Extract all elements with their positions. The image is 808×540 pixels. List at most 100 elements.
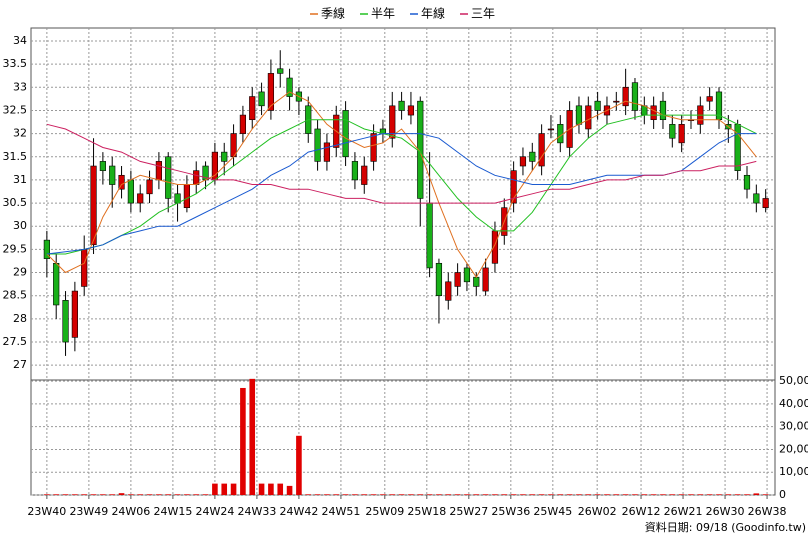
volume-bar (417, 494, 424, 495)
volume-bar (492, 494, 498, 495)
volume-bar (249, 378, 256, 495)
volume-bar (725, 494, 732, 495)
candle-body (239, 114, 247, 134)
candle-body (613, 100, 620, 103)
x-tick-label: 25W18 (407, 505, 446, 518)
y2-tick-label: 10,000 (779, 465, 808, 478)
volume-bar (286, 485, 293, 495)
x-tick-label: 26W12 (622, 505, 661, 518)
candle-body (286, 77, 293, 97)
volume-bar (240, 387, 246, 495)
volume-bar (352, 494, 358, 495)
legend-label: 季線 (321, 6, 345, 21)
candle-body (398, 100, 405, 111)
candle-body (463, 267, 471, 283)
volume-bar (576, 494, 582, 495)
candle-body (426, 202, 433, 269)
volume-bar (744, 494, 750, 495)
volume-bar (193, 494, 200, 495)
volume-bar (296, 435, 302, 495)
volume-bar (585, 494, 592, 495)
volume-bar (314, 494, 321, 495)
volume-bar (90, 494, 97, 495)
candle-body (650, 105, 657, 121)
candle-body (109, 165, 116, 185)
volume-bar (613, 494, 620, 495)
volume-bar (137, 494, 144, 495)
volume-bar (268, 483, 274, 495)
x-tick-label: 26W38 (748, 505, 787, 518)
candle-body (575, 105, 583, 125)
volume-bar (632, 494, 638, 495)
y2-tick-label: 40,000 (779, 397, 808, 410)
candle-body (762, 198, 769, 209)
volume-bar (548, 494, 554, 495)
volume-bar (473, 494, 480, 495)
legend-label: 年線 (421, 6, 445, 21)
volume-bar (622, 494, 629, 495)
ma-line (46, 133, 757, 255)
candle-body (90, 165, 97, 246)
volume-bar (53, 494, 60, 495)
volume-bar (706, 494, 713, 495)
candle-body (62, 300, 69, 343)
volume-bar (529, 494, 536, 495)
volume-bar (716, 494, 722, 495)
volume-bar (566, 494, 573, 495)
candle-body (706, 96, 713, 102)
candle-body (43, 239, 50, 259)
candle-body (351, 161, 359, 181)
y-tick-label: 29 (13, 266, 27, 279)
volume-bar (436, 494, 442, 495)
volume-bar (109, 494, 116, 495)
candle-body (678, 124, 685, 144)
candle-body (407, 105, 415, 116)
volume-bar (510, 494, 517, 495)
volume-bar (445, 494, 452, 495)
ma-line (46, 91, 757, 279)
y-tick-label: 33 (13, 80, 27, 93)
y2-tick-label: 50,000 (779, 374, 808, 387)
candle-body (734, 124, 741, 171)
volume-bar (174, 494, 181, 495)
y-tick-label: 32 (13, 127, 27, 140)
candle-body (435, 262, 443, 297)
candle-body (221, 151, 228, 162)
volume-bar (678, 494, 685, 495)
candle-body (538, 133, 545, 167)
volume-bar (604, 494, 610, 495)
y-tick-label: 32.5 (3, 103, 28, 116)
x-tick-label: 24W06 (111, 505, 150, 518)
y-tick-label: 33.5 (3, 57, 28, 70)
volume-bar (324, 494, 330, 495)
candle-body (193, 170, 200, 185)
volume-bar (482, 494, 489, 495)
x-tick-label: 24W33 (237, 505, 276, 518)
volume-bar (660, 494, 666, 495)
volume-bar (258, 483, 265, 495)
volume-bar (146, 494, 153, 495)
candle-body (594, 100, 601, 111)
x-tick-label: 26W30 (706, 505, 745, 518)
candle-body (491, 230, 499, 264)
volume-bar (501, 494, 508, 495)
candle-body (473, 276, 480, 287)
volume-bar (156, 494, 162, 495)
y2-tick-label: 20,000 (779, 442, 808, 455)
x-tick-label: 24W24 (195, 505, 234, 518)
volume-bar (688, 494, 694, 495)
volume-bar (81, 494, 88, 495)
volume-bar (333, 494, 340, 495)
legend-label: 三年 (471, 7, 495, 21)
candle-body (314, 128, 321, 162)
candle-body (370, 133, 377, 162)
y-tick-label: 27 (13, 358, 27, 371)
volume-bar (398, 494, 405, 495)
candle-body (669, 124, 676, 139)
y2-tick-label: 30,000 (779, 420, 808, 433)
volume-bar (342, 494, 349, 495)
volume-bar (361, 494, 368, 495)
candle-body (127, 179, 134, 204)
candle-body (99, 161, 106, 171)
candle-body (482, 267, 489, 292)
